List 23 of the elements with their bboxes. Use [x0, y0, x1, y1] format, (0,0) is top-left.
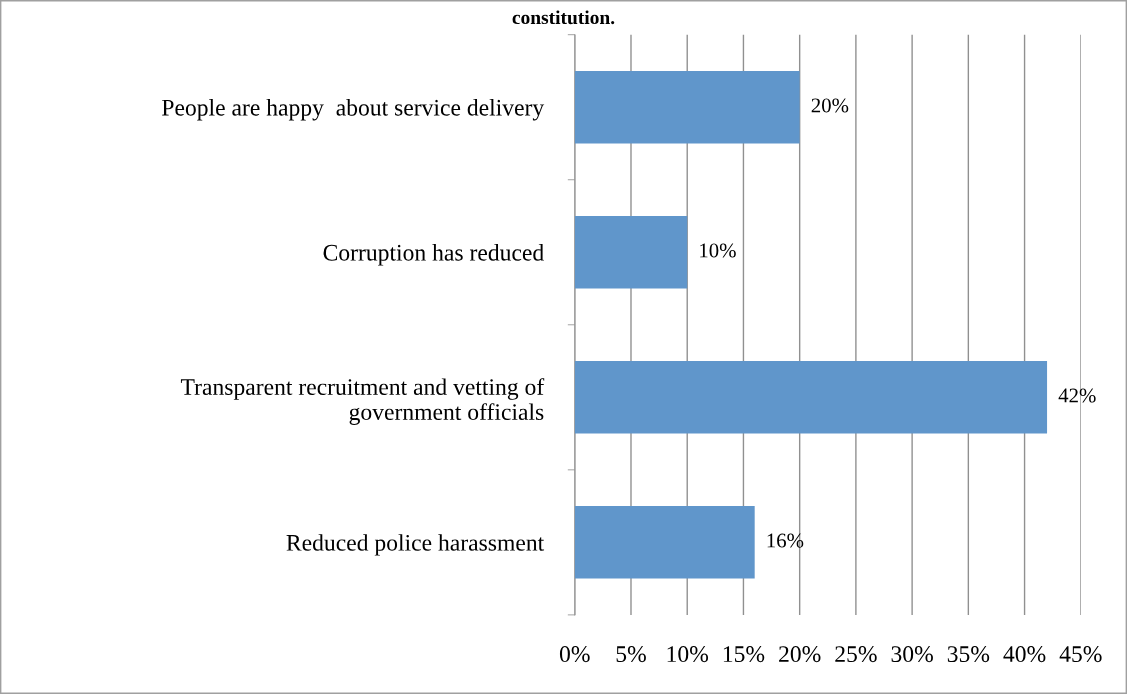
- data-label: 20%: [811, 98, 849, 113]
- x-tick-label: 20%: [779, 646, 821, 663]
- x-tick-label: 5%: [616, 646, 646, 663]
- data-label: 42%: [1058, 388, 1096, 403]
- x-tick-label: 30%: [891, 646, 933, 663]
- bar: [574, 506, 755, 579]
- y-tick-label: Corruption has reduced: [323, 244, 544, 266]
- bar: [574, 70, 800, 144]
- y-tick-label: Transparent recruitment and vetting of government officials: [180, 378, 545, 425]
- x-tick-label: 40%: [1003, 646, 1046, 663]
- x-tick-label: 25%: [835, 646, 877, 663]
- x-tick-label: 10%: [667, 646, 709, 663]
- bar: [574, 216, 688, 289]
- x-tick-label: 15%: [723, 646, 765, 663]
- data-label: 10%: [700, 243, 736, 258]
- x-tick-label: 45%: [1059, 646, 1102, 663]
- x-tick-label: 35%: [947, 646, 990, 663]
- chart-title: constitution.: [512, 10, 615, 25]
- y-tick-label: People are happy about service delivery: [162, 99, 545, 121]
- bar: [574, 361, 1048, 434]
- x-tick-label: 0%: [559, 646, 590, 663]
- data-label: 16%: [767, 533, 804, 548]
- y-tick-label: Reduced police harassment: [286, 534, 545, 556]
